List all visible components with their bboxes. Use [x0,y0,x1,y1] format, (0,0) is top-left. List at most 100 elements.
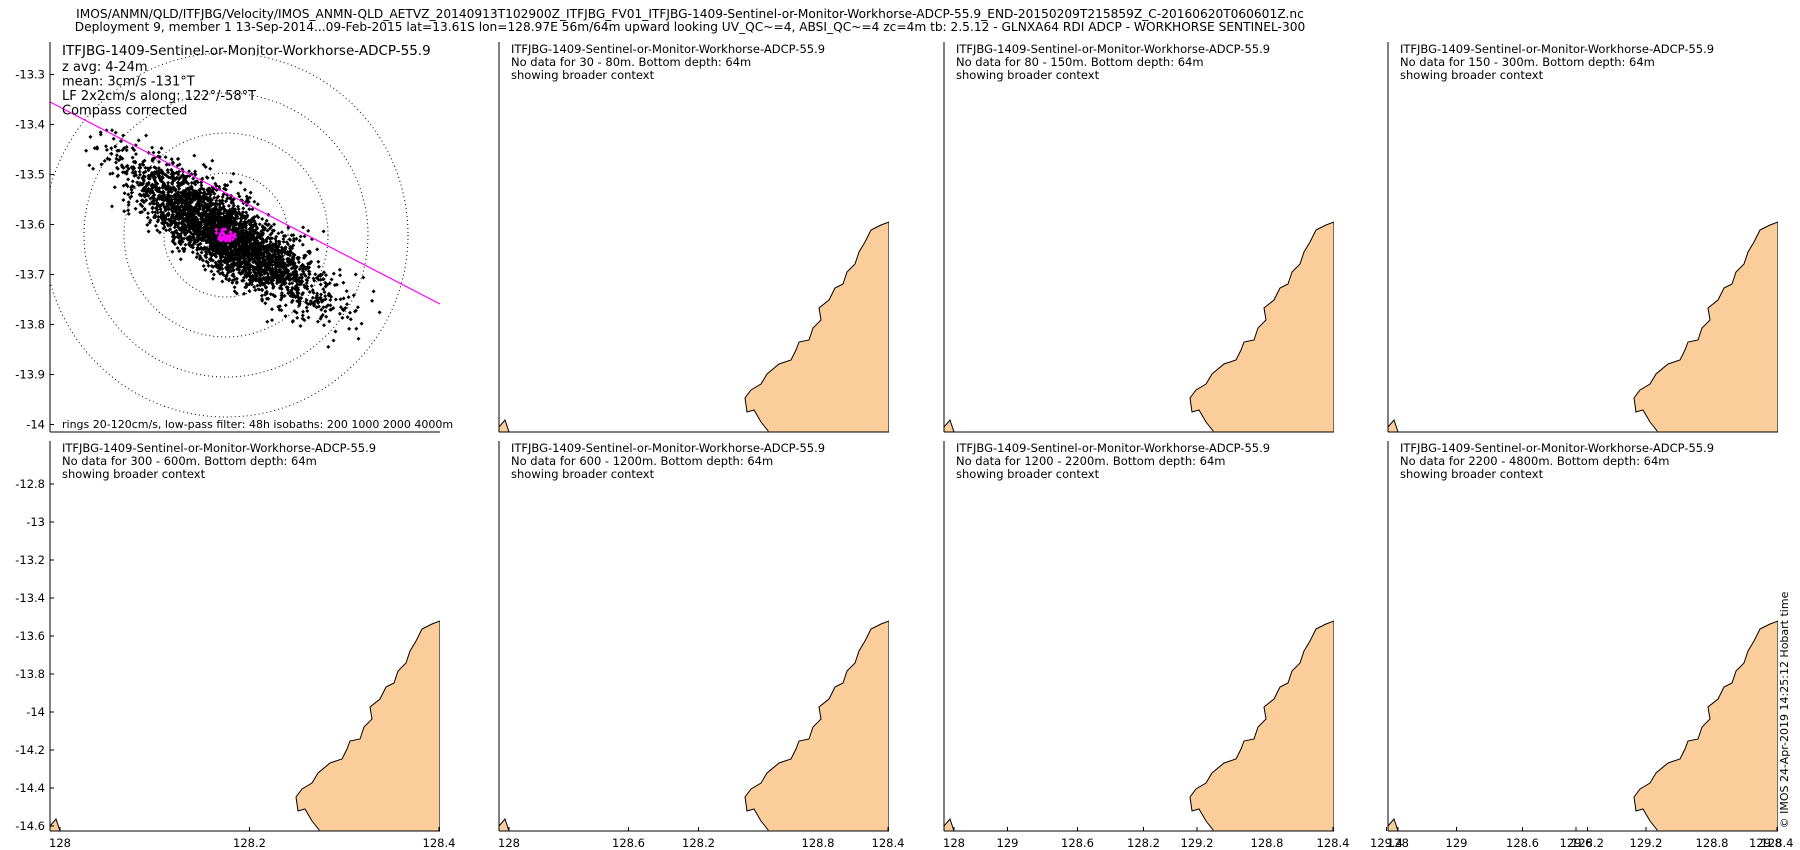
panel-title: ITFJBG-1409-Sentinel-or-Monitor-Workhors… [511,42,825,56]
land-islet [944,419,955,432]
land-islet [499,419,510,432]
y-tick-label: -13.6 [15,629,45,643]
x-tick-label: 128.2 [1127,836,1160,850]
panel-info-line: No data for 150 - 300m. Bottom depth: 64… [1400,55,1655,69]
figure-header-line1: IMOS/ANMN/QLD/ITFJBG/Velocity/IMOS_ANMN-… [76,7,1304,21]
panel-info-line: showing broader context [511,467,655,481]
panel-title: ITFJBG-1409-Sentinel-or-Monitor-Workhors… [1400,441,1714,455]
ring-3 [927,586,1031,690]
mean-point [231,233,236,238]
land-mass [744,221,889,432]
mean-point [214,230,219,235]
panel-info-line: No data for 80 - 150m. Bottom depth: 64m [956,55,1204,69]
land-islet [944,818,955,831]
panel-info-line: LF 2x2cm/s along: 122°/-58°T [62,89,256,104]
x-tick-label: 129.8 [1749,836,1782,850]
y-tick-label: -13.9 [15,368,45,382]
chart-panel-5: -12.8 -13 -13.2 -13.4 -13.6 -13.8 -14 -14.2 -14.… [15,441,1782,850]
panel-text: ITFJBG-1409-Sentinel-or-Monitor-Workhors… [1400,42,1714,82]
y-tick-label: -13.2 [15,553,45,567]
panel-plot-area [499,569,1497,831]
ring-5 [1341,148,1515,322]
ring-4 [1359,166,1497,304]
x-tick-label: 129.4 [1370,836,1403,850]
x-tick-label: 128.4 [423,836,456,850]
panel-bottom-note: rings 20-120cm/s, low-pass filter: 48h i… [62,418,453,431]
panel-plot-area [1388,221,1778,432]
y-tick-label: -14 [26,705,45,719]
ring-4 [910,569,1048,707]
land-islet [50,818,61,831]
ring-1 [1410,217,1446,253]
panel-plot-area [1388,620,1778,831]
x-tick-label: 128.4 [1761,836,1794,850]
land-mass [1189,620,1334,831]
panel-info-line: showing broader context [1400,68,1544,82]
ring-1 [1410,620,1446,656]
mean-point [214,227,219,232]
ring-3 [1376,586,1480,690]
y-tick-label: -13.5 [15,168,45,182]
copyright-footer: © IMOS 24-Apr-2019 14:25:12 Hobart time [1778,591,1791,828]
x-tick-label: 128 [49,836,71,850]
land-islet [1388,419,1399,432]
land-mass [744,620,889,831]
y-tick-label: -13.7 [15,268,45,282]
figure-header-line2: Deployment 9, member 1 13-Sep-2014...09-… [75,20,1305,34]
x-tick-label: 129.2 [1630,836,1663,850]
panel-plot-area [944,221,1334,432]
y-tick-label: -13.4 [15,591,45,605]
panel-title: ITFJBG-1409-Sentinel-or-Monitor-Workhors… [62,441,376,455]
chart-panel-6: 128 128.2 128.4 128.6 128.8 129 129.2 129.4 129.… [498,441,1663,850]
panel-info-line: No data for 30 - 80m. Bottom depth: 64m [511,55,751,69]
panel-plot-area [50,569,1048,831]
y-tick-label: -14.6 [15,819,45,833]
land-mass [1633,620,1778,831]
panel-plot-area [50,52,440,418]
x-tick-label: 128 [1387,836,1409,850]
panel-plot-area [499,148,1515,432]
x-tick-label: 128.8 [1696,836,1729,850]
x-tick-label: 129.6 [1560,836,1593,850]
y-ticks: -13.3 -13.4 -13.5 -13.6 -13.7 -13.8 -13.9 -14 [15,68,54,432]
panel-info-line: showing broader context [1400,467,1544,481]
panel-title: ITFJBG-1409-Sentinel-or-Monitor-Workhors… [62,43,431,59]
mean-point [226,236,231,240]
panel-text: ITFJBG-1409-Sentinel-or-Monitor-Workhors… [956,441,1270,481]
land-islet [1388,818,1399,831]
x-tick-label: 128 [498,836,520,850]
y-tick-label: -12.8 [15,477,45,491]
land-mass [1633,221,1778,432]
x-tick-label: 128.2 [1571,836,1604,850]
panel-title: ITFJBG-1409-Sentinel-or-Monitor-Workhors… [1400,42,1714,56]
panels-grid: -13.3 -13.4 -13.5 -13.6 -13.7 -13.8 -13.9 -14 IT… [15,42,1794,850]
panel-text: ITFJBG-1409-Sentinel-or-Monitor-Workhors… [511,441,825,481]
y-tick-label: -13.4 [15,118,45,132]
y-tick-label: -13.8 [15,318,45,332]
panel-info-line: mean: 3cm/s -131°T [62,75,195,90]
ring-2 [1393,603,1463,673]
panel-text: ITFJBG-1409-Sentinel-or-Monitor-Workhors… [62,43,453,431]
mean-point [219,238,223,243]
land-mass [295,620,440,831]
mean-point [228,230,233,235]
regression-line [50,101,440,305]
panel-info-line: No data for 600 - 1200m. Bottom depth: 6… [511,454,773,468]
ring-2 [1393,200,1463,270]
ring-3 [123,132,329,338]
mean-point [218,234,223,239]
x-ticks: 128128.2128.4128.6128.8129129.2129.4129.… [1387,827,1794,850]
x-tick-label: 128.6 [612,836,645,850]
panel-plot-area [944,620,1334,831]
panel-info-line: No data for 300 - 600m. Bottom depth: 64… [62,454,317,468]
mean-point [218,232,223,237]
x-tick-label: 128.8 [802,836,835,850]
ring-4 [1359,569,1497,707]
panel-info-line: No data for 1200 - 2200m. Bottom depth: … [956,454,1226,468]
x-tick-label: 128.4 [1317,836,1350,850]
ring-4 [83,92,369,378]
y-tick-label: -13.6 [15,218,45,232]
panel-info-line: showing broader context [956,467,1100,481]
panel-info-line: Compass corrected [62,104,187,119]
